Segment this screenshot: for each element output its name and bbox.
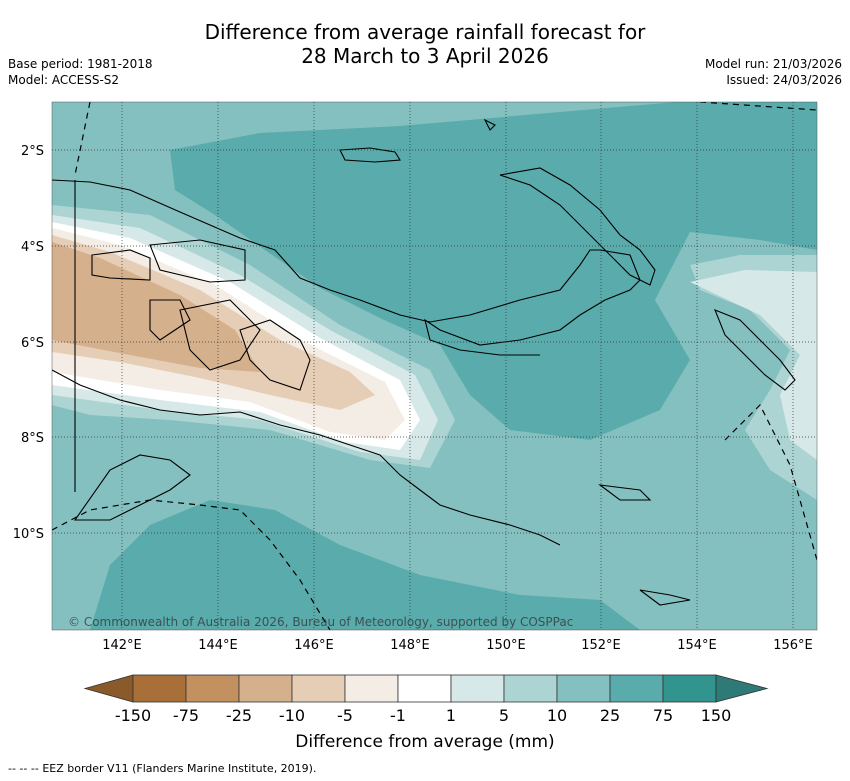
new-britain-coast	[499, 167, 656, 286]
base-period-text: Base period: 1981-2018	[8, 57, 153, 71]
colorbar-extend-low	[83, 674, 134, 703]
province-border	[149, 299, 191, 341]
colorbar-tick-label: -75	[173, 706, 199, 725]
issued-text: Issued: 24/03/2026	[726, 73, 842, 87]
colorbar-swatch	[344, 674, 399, 703]
lon-tick-label: 146°E	[294, 638, 334, 653]
colorbar-tick-label: -150	[115, 706, 151, 725]
new-guinea-north-coast	[52, 179, 641, 356]
island-coast	[598, 484, 652, 501]
eez-legend-text: EEZ border V11 (Flanders Marine Institut…	[42, 762, 317, 775]
colorbar-tick-label: 5	[499, 706, 509, 725]
colorbar-swatch	[397, 674, 452, 703]
field-band-neg25-neg10	[52, 242, 260, 372]
coastlines	[52, 118, 796, 606]
title-line-2: 28 March to 3 April 2026	[301, 44, 549, 68]
model-run-text: Model run: 21/03/2026	[704, 57, 842, 71]
eez-legend-dash: -- -- --	[8, 762, 39, 775]
field-band-25-75-north	[170, 102, 817, 440]
torres-strait-coast	[73, 454, 191, 521]
lat-tick-label: 4°S	[21, 240, 44, 255]
colorbar-swatch	[450, 674, 505, 703]
meta-right: Model run: 21/03/2026 Issued: 24/03/2026	[705, 56, 842, 88]
new-ireland-coast	[339, 147, 401, 163]
colorbar-tick-label: 25	[600, 706, 620, 725]
lat-tick-label: 10°S	[13, 527, 44, 542]
model-text: Model: ACCESS-S2	[8, 73, 120, 87]
island-coast	[639, 589, 691, 606]
chart-title: Difference from average rainfall forecas…	[0, 20, 850, 68]
title-line-1: Difference from average rainfall forecas…	[204, 20, 646, 44]
lat-tick-label: 2°S	[21, 144, 44, 159]
field-band-25-75-south	[90, 500, 640, 630]
lon-tick-label: 148°E	[390, 638, 430, 653]
eez-border-line	[724, 403, 817, 561]
new-guinea-south-coast	[52, 369, 561, 546]
field-band-1-5-east	[690, 270, 817, 460]
copyright-text: © Commonwealth of Australia 2026, Bureau…	[68, 615, 573, 629]
colorbar-swatch	[185, 674, 240, 703]
colorbar-tick-label: 75	[653, 706, 673, 725]
colorbar-tick-label: 10	[547, 706, 567, 725]
colorbar-tick-label: -10	[279, 706, 305, 725]
eez-legend: -- -- -- EEZ border V11 (Flanders Marine…	[8, 762, 316, 775]
colorbar-swatch	[556, 674, 611, 703]
lat-tick-labels: 2°S 4°S 6°S 8°S 10°S	[13, 144, 44, 542]
lon-tick-label: 152°E	[581, 638, 621, 653]
lat-tick-label: 8°S	[21, 431, 44, 446]
bougainville-coast	[714, 309, 796, 391]
lon-tick-label: 144°E	[198, 638, 238, 653]
island-coast	[483, 118, 496, 131]
colorbar-swatch	[609, 674, 664, 703]
colorbar: -150 -75 -25 -10 -5 -1 1 5 10 25 75 150	[83, 674, 769, 725]
colorbar-swatch	[291, 674, 346, 703]
lon-tick-label: 154°E	[677, 638, 717, 653]
province-border	[149, 239, 246, 283]
province-border	[91, 249, 151, 281]
colorbar-swatch	[503, 674, 558, 703]
meta-left: Base period: 1981-2018 Model: ACCESS-S2	[8, 56, 153, 88]
province-border	[239, 319, 311, 391]
lon-tick-label: 150°E	[486, 638, 526, 653]
colorbar-swatch	[662, 674, 717, 703]
colorbar-tick-label: 1	[446, 706, 456, 725]
map-frame	[51, 101, 818, 631]
colorbar-tick-label: -25	[226, 706, 252, 725]
lon-tick-label: 142°E	[102, 638, 142, 653]
colorbar-swatch	[132, 674, 187, 703]
colorbar-swatch	[238, 674, 293, 703]
eez-border-line	[74, 102, 91, 176]
colorbar-extend-high	[715, 674, 769, 703]
lat-tick-label: 6°S	[21, 336, 44, 351]
province-border	[179, 299, 261, 371]
colorbar-tick-label: 150	[701, 706, 732, 725]
map-gridlines	[52, 102, 817, 630]
lon-tick-label: 156°E	[773, 638, 813, 653]
eez-borders	[52, 102, 817, 630]
colorbar-label: Difference from average (mm)	[295, 732, 554, 752]
lon-tick-labels: 142°E 144°E 146°E 148°E 150°E 152°E 154°E 156°E	[102, 638, 813, 653]
colorbar-tick-label: -5	[337, 706, 353, 725]
colorbar-tick-label: -1	[390, 706, 406, 725]
eez-border-line	[699, 102, 817, 111]
eez-border-line	[52, 499, 331, 630]
rainfall-field	[52, 102, 817, 630]
